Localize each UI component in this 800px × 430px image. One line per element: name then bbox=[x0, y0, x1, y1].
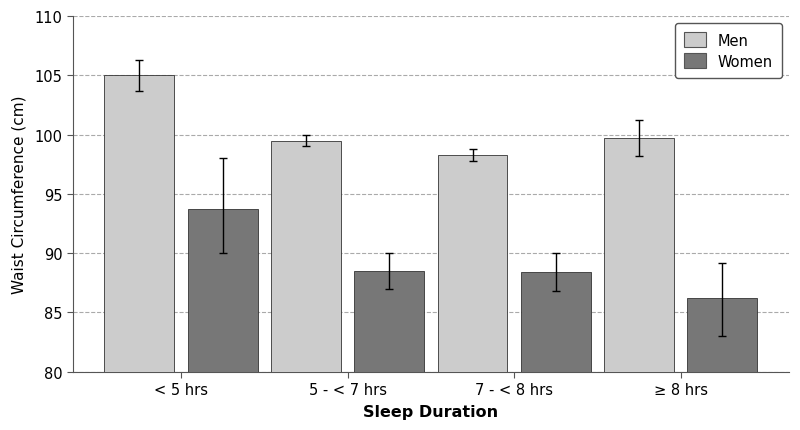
Bar bbox=[188, 210, 258, 430]
Y-axis label: Waist Circumference (cm): Waist Circumference (cm) bbox=[11, 95, 26, 293]
Bar bbox=[521, 272, 590, 430]
Legend: Men, Women: Men, Women bbox=[675, 25, 782, 78]
Bar bbox=[354, 271, 424, 430]
X-axis label: Sleep Duration: Sleep Duration bbox=[363, 404, 498, 419]
Bar bbox=[687, 298, 758, 430]
Bar bbox=[604, 139, 674, 430]
Bar bbox=[105, 76, 174, 430]
Bar bbox=[271, 141, 341, 430]
Bar bbox=[438, 155, 507, 430]
